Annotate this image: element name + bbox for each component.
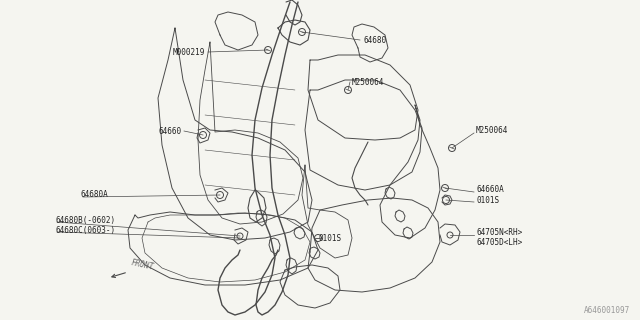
Text: 64660: 64660	[159, 126, 182, 135]
Text: M250064: M250064	[352, 77, 385, 86]
Text: 64680C(0603-): 64680C(0603-)	[55, 226, 115, 235]
Text: 64660A: 64660A	[476, 185, 504, 194]
Text: A646001097: A646001097	[584, 306, 630, 315]
Text: 64680B(-0602): 64680B(-0602)	[55, 215, 115, 225]
Text: 0101S: 0101S	[318, 234, 341, 243]
Text: 64680A: 64680A	[80, 189, 108, 198]
Text: M000219: M000219	[173, 47, 205, 57]
Text: 64705N<RH>: 64705N<RH>	[476, 228, 522, 236]
Text: 0101S: 0101S	[476, 196, 499, 204]
Text: FRONT: FRONT	[130, 258, 154, 272]
Text: M250064: M250064	[476, 125, 508, 134]
Text: 64680: 64680	[363, 36, 386, 44]
Text: 64705D<LH>: 64705D<LH>	[476, 237, 522, 246]
